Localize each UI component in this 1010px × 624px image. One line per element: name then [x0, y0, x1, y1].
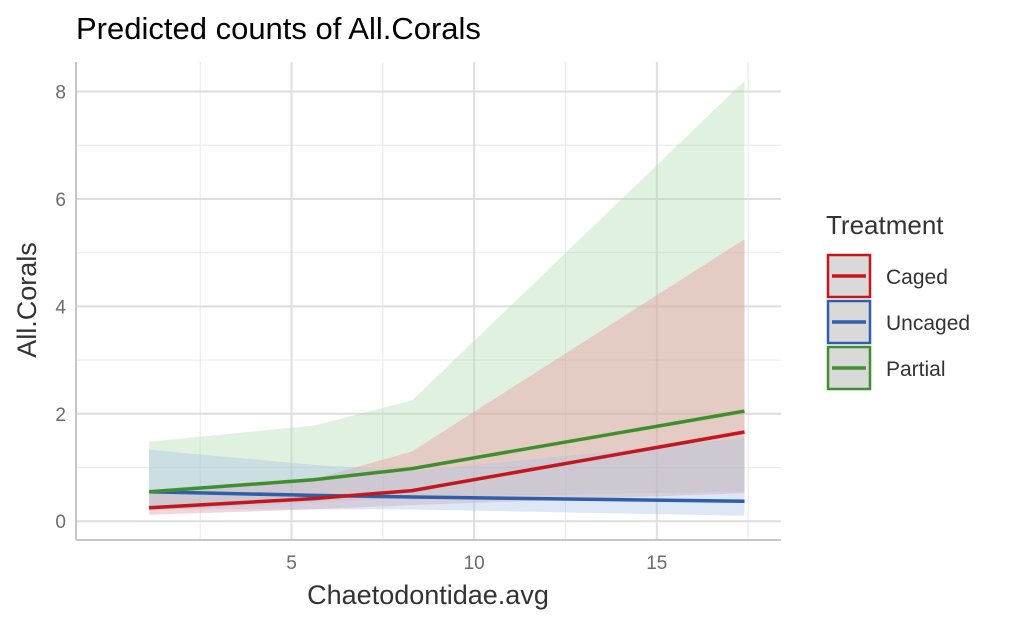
line-partial — [148, 409, 745, 494]
x-tick-label-0: 5 — [286, 553, 297, 574]
legend-label-partial: Partial — [886, 358, 946, 381]
grid — [76, 62, 781, 540]
y-tick-label-4: 8 — [55, 83, 66, 104]
series-lines — [148, 409, 745, 510]
x-tick-label-2: 15 — [646, 553, 667, 574]
y-tick-label-0: 0 — [55, 512, 66, 533]
y-tick-label-3: 6 — [55, 190, 66, 211]
line-caged — [149, 430, 745, 510]
band-partial — [149, 80, 745, 511]
legend-title: Treatment — [826, 210, 944, 240]
x-axis-title: Chaetodontidae.avg — [307, 580, 549, 610]
chart-title: Predicted counts of All.Corals — [76, 11, 481, 46]
legend-item-caged: Caged — [826, 253, 948, 299]
legend-item-partial: Partial — [826, 345, 946, 391]
y-tick-label-2: 4 — [55, 297, 66, 318]
legend-label-uncaged: Uncaged — [886, 312, 970, 335]
band-caged — [149, 239, 745, 515]
axes: 0 2 4 6 8 5 10 15 — [55, 62, 781, 574]
legend-item-uncaged: Uncaged — [826, 299, 970, 345]
y-axis-title: All.Corals — [12, 242, 42, 358]
legend-label-caged: Caged — [886, 266, 948, 289]
x-tick-label-1: 10 — [464, 553, 485, 574]
y-tick-label-1: 2 — [55, 405, 66, 426]
confidence-bands — [149, 80, 745, 516]
legend: Treatment Caged Uncaged Partial — [826, 210, 970, 391]
